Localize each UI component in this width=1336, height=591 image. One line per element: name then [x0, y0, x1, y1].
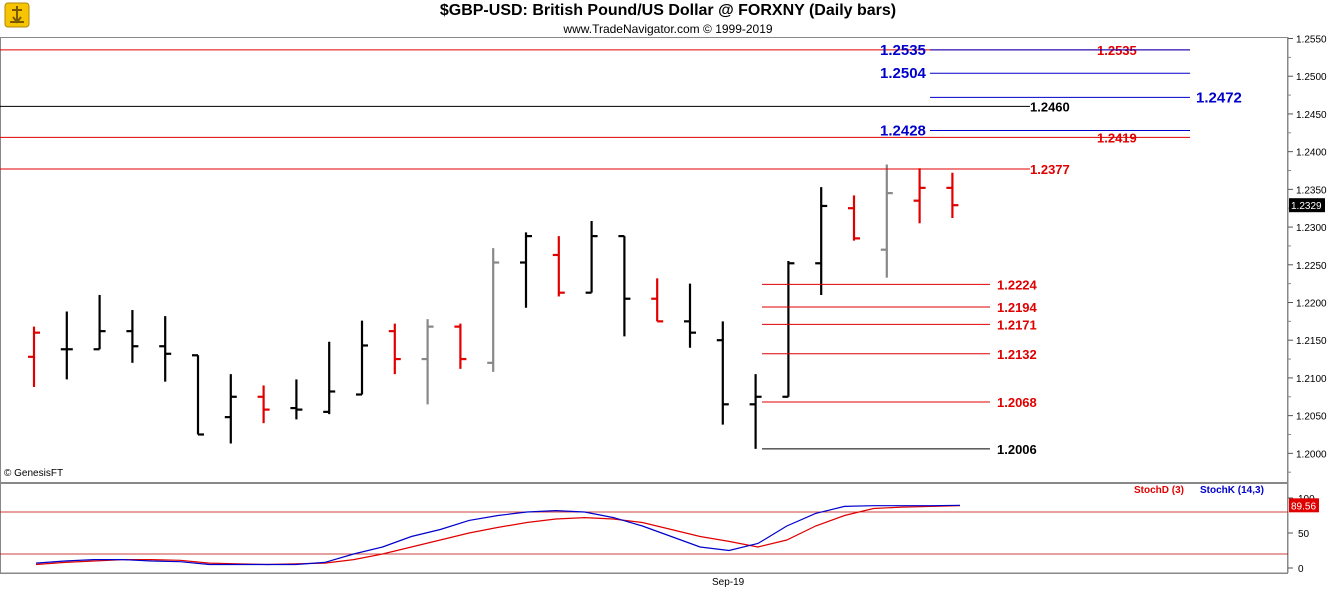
price-level-label: 1.2419: [1097, 130, 1137, 145]
price-level-label: 1.2224: [997, 277, 1038, 292]
price-level-label: 1.2472: [1196, 89, 1242, 106]
stoch-legend-item: StochK (14,3): [1200, 485, 1264, 496]
price-level-label: 1.2504: [880, 65, 927, 82]
chart-title: $GBP-USD: British Pound/US Dollar @ FORX…: [439, 2, 897, 19]
last-price-box: [1289, 198, 1325, 213]
y-tick-label: 1.2500: [1296, 72, 1327, 83]
price-level-label: 1.2006: [997, 442, 1037, 457]
y-tick-label: 1.2450: [1296, 110, 1327, 121]
price-level-label: 1.2068: [997, 395, 1037, 410]
y-tick-label: 1.2300: [1296, 223, 1327, 234]
price-level-label: 1.2460: [1030, 99, 1070, 114]
data-credit: © GenesisFT: [4, 468, 64, 479]
stoch-y-tick-label: 0: [1298, 564, 1304, 575]
price-level-label: 1.2535: [880, 42, 926, 59]
x-tick-label: Sep-19: [712, 577, 745, 588]
main-plot-frame: [0, 37, 1288, 483]
stoch-series-line: [35, 505, 961, 566]
price-level-label: 1.2428: [880, 123, 926, 140]
y-tick-label: 1.2400: [1296, 148, 1327, 159]
y-tick-label: 1.2050: [1296, 412, 1327, 423]
y-tick-label: 1.2550: [1296, 35, 1327, 46]
price-level-label: 1.2171: [997, 317, 1037, 332]
stoch-last-value-box: [1289, 498, 1319, 513]
price-level-label: 1.2194: [997, 300, 1038, 315]
stoch-last-value-label: 89.56: [1291, 501, 1316, 512]
y-tick-label: 1.2250: [1296, 261, 1327, 272]
price-level-label: 1.2377: [1030, 162, 1070, 177]
stoch-legend-item: StochD (3): [1134, 485, 1184, 496]
stoch-series-line: [35, 504, 961, 566]
stoch-y-tick-label: 50: [1298, 529, 1310, 540]
trade-navigator-logo-icon: [4, 2, 30, 33]
y-tick-label: 1.2200: [1296, 298, 1327, 309]
price-level-label: 1.2132: [997, 347, 1037, 362]
chart-subtitle: www.TradeNavigator.com © 1999-2019: [563, 22, 773, 36]
y-tick-label: 1.2000: [1296, 449, 1327, 460]
y-tick-label: 1.2100: [1296, 374, 1327, 385]
last-price-label: 1.2329: [1291, 201, 1322, 212]
y-tick-label: 1.2150: [1296, 336, 1327, 347]
stoch-plot-frame: [0, 483, 1288, 574]
y-tick-label: 1.2350: [1296, 185, 1327, 196]
